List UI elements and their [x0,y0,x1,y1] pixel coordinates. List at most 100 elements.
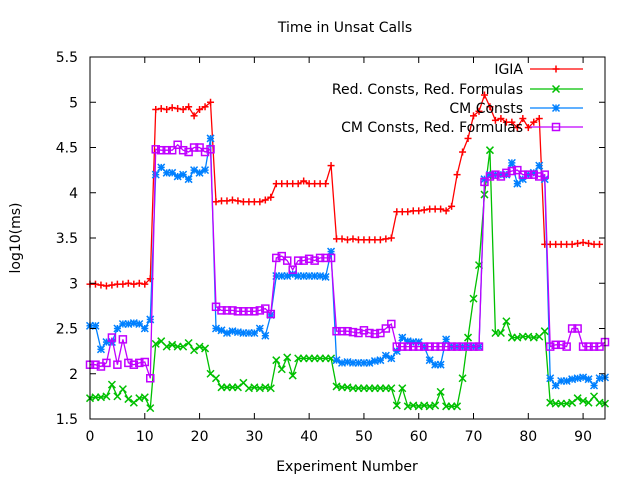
data-point [174,105,182,113]
data-point [151,145,160,154]
data-point [469,342,478,351]
data-point [135,358,144,368]
data-point [277,251,287,261]
data-point [392,342,402,351]
data-point [562,342,571,351]
chart-title: Time in Unsat Calls [277,20,412,36]
data-point [140,393,149,402]
data-point [266,384,275,393]
data-point [382,235,390,243]
data-point [573,394,582,403]
data-point [474,342,484,351]
data-point [326,253,336,263]
data-point [337,358,347,367]
y-tick-label: 4 [69,186,78,202]
data-point [157,163,166,172]
x-tick-label: 80 [519,429,537,445]
data-point [513,165,522,175]
data-point [535,161,544,170]
data-point [502,168,511,178]
data-point [448,202,456,210]
data-point [321,253,330,263]
plot-frame [89,56,606,420]
series-1 [86,91,604,290]
legend-label: CM Consts [449,101,523,117]
series-2 [85,146,610,413]
data-point [524,170,533,179]
data-point [91,360,100,369]
data-point [223,197,231,205]
data-point [596,240,604,248]
data-point [167,145,177,155]
data-point [113,360,122,369]
y-tick-label: 5 [69,95,78,111]
data-point [239,307,248,316]
data-point [195,143,204,152]
x-tick-label: 70 [465,429,483,445]
data-point [348,327,358,337]
data-point [255,324,264,333]
data-point [508,118,516,126]
data-point [119,280,127,288]
data-point [540,327,549,336]
data-point [556,340,566,350]
data-point [113,392,122,401]
data-point [315,253,325,263]
data-point [294,180,302,188]
y-tick-label: 5.5 [56,50,78,66]
data-point [584,342,593,351]
data-point [354,328,363,338]
data-point [96,345,105,354]
data-point [535,172,544,181]
data-point [459,148,467,156]
data-point [140,324,149,333]
data-point [568,240,576,248]
data-point [485,146,494,155]
data-point [420,206,428,214]
data-point [146,315,155,324]
data-point [507,166,517,176]
data-point [480,177,489,187]
data-point [585,239,593,247]
x-tick-label: 0 [86,429,95,445]
y-tick-label: 2 [69,367,78,383]
data-point [168,340,177,349]
data-point [370,329,380,339]
data-point [387,354,396,363]
data-point [107,333,117,342]
data-point [387,319,396,329]
data-point [200,147,210,157]
data-point [135,319,144,329]
data-point [124,358,133,368]
data-point [228,306,237,315]
x-tick-label: 20 [191,429,209,445]
data-point [261,304,270,313]
data-point [140,357,150,367]
data-point [130,280,138,288]
data-point [595,342,604,351]
data-point [152,105,160,113]
data-point [425,342,434,351]
data-point [157,105,165,113]
data-point [437,205,445,213]
data-point [261,331,270,340]
data-point [234,197,242,205]
data-point [91,280,99,288]
data-point [436,360,445,369]
data-point [283,353,292,362]
y-tick-label: 1.5 [56,412,78,428]
data-point [469,294,478,303]
data-point [376,236,384,244]
data-point [266,309,276,319]
data-point [107,338,116,347]
data-point [162,145,171,155]
data-point [146,404,155,413]
data-point [272,356,281,365]
series-layer [85,91,610,413]
data-point [206,134,215,143]
data-point [480,91,488,99]
data-point [107,380,116,389]
legend-marker [551,84,561,94]
series-4 [85,140,610,383]
